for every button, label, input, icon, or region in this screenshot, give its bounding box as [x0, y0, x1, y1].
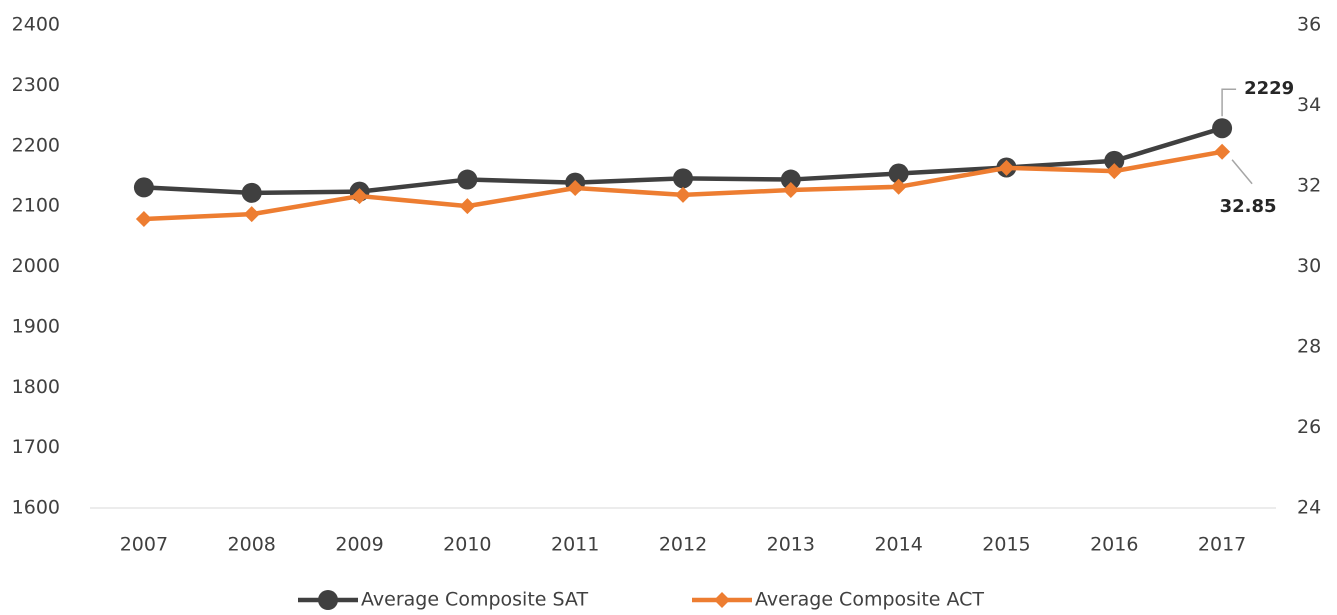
legend-label: Average Composite SAT — [361, 589, 588, 611]
data-label: 2229 — [1244, 78, 1294, 99]
data-point — [888, 163, 909, 184]
x-tick-label: 2010 — [443, 534, 491, 556]
data-point — [457, 169, 478, 190]
y-tick-label: 2100 — [12, 195, 60, 217]
data-point — [780, 169, 801, 190]
legend-marker — [318, 590, 338, 610]
data-point — [243, 206, 260, 223]
data-point — [1214, 143, 1231, 160]
y-tick-label: 2400 — [12, 14, 60, 36]
leader-line — [1231, 159, 1253, 185]
x-tick-label: 2012 — [659, 534, 707, 556]
data-point — [1106, 163, 1123, 180]
x-tick-label: 2017 — [1198, 534, 1246, 556]
data-label: 32.85 — [1220, 196, 1277, 217]
x-tick-label: 2013 — [767, 534, 815, 556]
y-tick-label: 2200 — [12, 134, 60, 156]
data-point — [241, 182, 262, 203]
x-tick-label: 2007 — [120, 534, 168, 556]
data-point — [1104, 150, 1125, 171]
x-tick-label: 2016 — [1090, 534, 1138, 556]
y2-tick-label: 26 — [1297, 416, 1321, 438]
y2-tick-label: 36 — [1297, 14, 1321, 36]
y2-tick-label: 28 — [1297, 336, 1321, 358]
data-point — [675, 186, 691, 203]
data-point — [135, 211, 152, 228]
data-point — [459, 198, 476, 215]
y-tick-label: 1800 — [12, 376, 60, 398]
data-point — [351, 188, 368, 205]
x-tick-label: 2008 — [228, 534, 276, 556]
data-point — [567, 180, 584, 197]
y2-tick-label: 32 — [1297, 175, 1321, 197]
data-point — [782, 182, 799, 199]
x-tick-label: 2011 — [551, 534, 599, 556]
y2-tick-label: 34 — [1297, 94, 1321, 116]
y-tick-label: 1700 — [12, 436, 60, 458]
x-tick-label: 2014 — [874, 534, 922, 556]
data-point — [890, 178, 907, 195]
x-tick-label: 2009 — [335, 534, 383, 556]
data-point — [998, 159, 1015, 176]
legend-marker — [714, 592, 730, 608]
y2-tick-label: 24 — [1297, 497, 1321, 519]
leader-line — [1221, 88, 1237, 117]
y-tick-label: 2000 — [12, 255, 60, 277]
data-point — [1212, 118, 1233, 139]
y2-tick-label: 30 — [1297, 255, 1321, 277]
y-tick-label: 2300 — [12, 74, 60, 96]
x-tick-label: 2015 — [982, 534, 1030, 556]
data-point — [673, 168, 693, 189]
y-tick-label: 1900 — [12, 315, 60, 337]
data-point — [133, 177, 154, 198]
legend-label: Average Composite ACT — [755, 589, 984, 611]
y-tick-label: 1600 — [12, 497, 60, 519]
